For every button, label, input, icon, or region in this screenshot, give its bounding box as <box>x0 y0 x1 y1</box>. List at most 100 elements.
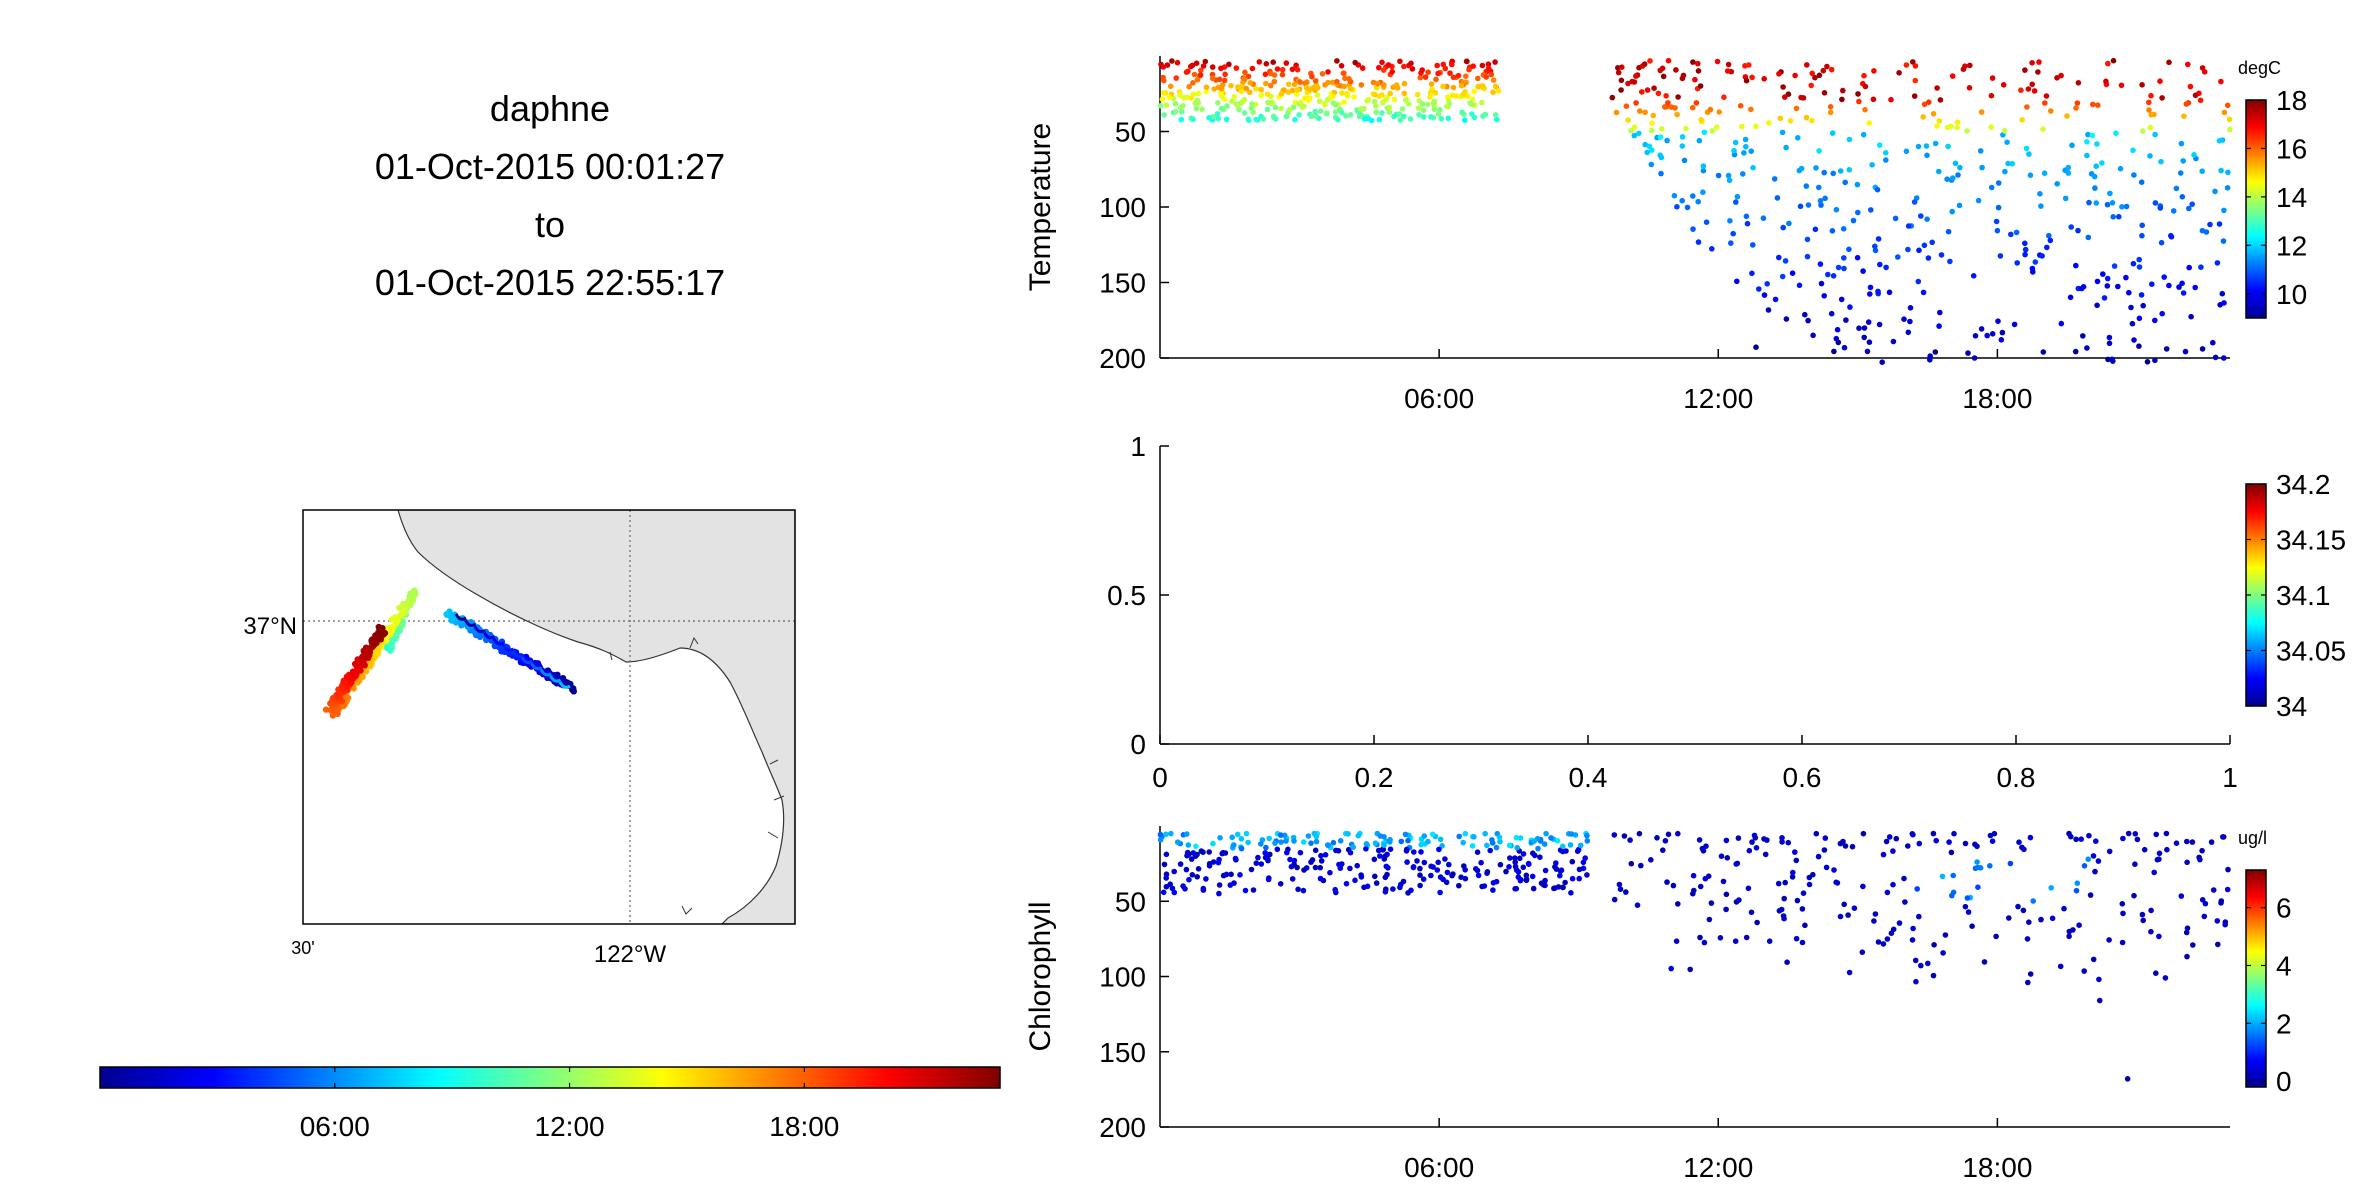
data-point <box>1405 837 1411 844</box>
data-point <box>1733 199 1739 205</box>
data-point <box>1422 74 1429 80</box>
data-point <box>1817 198 1824 204</box>
data-point <box>1690 193 1696 199</box>
data-point <box>2066 933 2072 940</box>
data-point <box>1841 265 1847 272</box>
data-point <box>1748 106 1754 113</box>
data-point <box>2026 919 2032 925</box>
data-point <box>1733 861 1739 867</box>
data-point <box>1471 114 1478 121</box>
data-point <box>1921 242 1928 249</box>
data-point <box>2039 253 2045 259</box>
data-point <box>1700 163 1707 169</box>
data-point <box>2227 126 2233 133</box>
data-point <box>1674 204 1680 210</box>
data-point <box>1970 273 1977 279</box>
data-point <box>1255 854 1261 861</box>
data-point <box>2184 838 2190 845</box>
data-point <box>1339 90 1345 96</box>
data-point <box>1443 879 1450 886</box>
data-point <box>1160 889 1167 896</box>
data-point <box>1746 847 1753 854</box>
data-point <box>1780 224 1786 231</box>
data-point <box>1230 842 1237 849</box>
data-point <box>1386 109 1393 115</box>
data-point <box>1937 309 1943 316</box>
data-point <box>1700 189 1706 195</box>
data-point <box>1846 969 1853 976</box>
data-point <box>1888 96 1894 103</box>
data-point <box>2092 868 2098 875</box>
data-point <box>1871 918 1877 924</box>
data-point <box>2146 99 2152 106</box>
data-point <box>1272 116 1279 122</box>
data-point <box>1753 123 1759 130</box>
data-point <box>2024 104 2030 110</box>
data-point <box>2109 200 2116 206</box>
data-point <box>1163 883 1170 890</box>
data-point <box>1265 876 1272 883</box>
data-point <box>1284 849 1290 856</box>
data-point <box>1434 62 1440 69</box>
data-point <box>2219 290 2226 297</box>
data-point <box>2218 900 2224 906</box>
data-point <box>1924 152 1930 159</box>
data-point <box>1190 91 1197 97</box>
data-point <box>1283 838 1289 844</box>
data-point <box>1218 105 1225 112</box>
data-point <box>1242 69 1248 76</box>
data-point <box>2035 69 2041 75</box>
data-point <box>1475 83 1481 90</box>
data-point <box>1540 882 1547 888</box>
data-point <box>1931 942 1937 948</box>
colorbar-tick-label: 0 <box>2276 1066 2292 1097</box>
data-point <box>1192 853 1199 859</box>
data-point <box>2134 836 2141 843</box>
data-point <box>1258 861 1265 867</box>
data-point <box>1631 124 1638 130</box>
data-point <box>1292 116 1298 123</box>
data-point <box>2048 885 2054 891</box>
data-point <box>1905 246 1911 253</box>
data-point <box>1910 831 1916 838</box>
data-point <box>1428 863 1434 870</box>
data-point <box>1689 104 1696 111</box>
data-point <box>1437 836 1444 843</box>
data-point <box>1341 83 1347 90</box>
data-point <box>2058 320 2065 327</box>
data-point <box>1520 864 1527 871</box>
data-point <box>2106 334 2113 341</box>
data-point <box>2086 832 2092 839</box>
data-point <box>1751 832 1758 839</box>
data-point <box>1866 120 1873 126</box>
data-point <box>1730 230 1736 237</box>
y-tick-label: 150 <box>1099 1037 1146 1068</box>
colorbar-tick-label: 16 <box>2276 133 2307 164</box>
data-point <box>1684 204 1691 211</box>
data-point <box>2027 971 2034 977</box>
data-point <box>1569 875 1576 882</box>
data-point <box>1330 93 1336 99</box>
data-point <box>1371 856 1378 863</box>
data-point <box>1956 202 1963 209</box>
data-point <box>1157 831 1164 838</box>
data-point <box>2180 158 2186 164</box>
data-point <box>2104 275 2111 282</box>
data-point <box>1609 94 1616 101</box>
data-point <box>1742 136 1749 143</box>
data-point <box>1584 872 1590 878</box>
y-tick-label: 150 <box>1099 268 1146 299</box>
data-point <box>2026 151 2032 157</box>
data-point <box>2105 356 2111 363</box>
data-point <box>2000 82 2007 88</box>
data-point <box>1157 103 1164 109</box>
data-point <box>1902 899 1908 905</box>
data-point <box>1913 978 1919 985</box>
data-point <box>2095 858 2102 864</box>
data-point <box>1379 110 1385 116</box>
data-point <box>2025 979 2031 986</box>
data-point <box>2130 260 2137 267</box>
data-point <box>1735 835 1742 841</box>
data-point <box>1199 106 1205 113</box>
data-point <box>1721 94 1727 100</box>
